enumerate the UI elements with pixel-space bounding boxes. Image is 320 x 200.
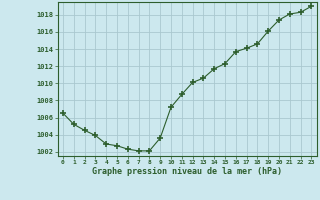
X-axis label: Graphe pression niveau de la mer (hPa): Graphe pression niveau de la mer (hPa) [92,167,282,176]
